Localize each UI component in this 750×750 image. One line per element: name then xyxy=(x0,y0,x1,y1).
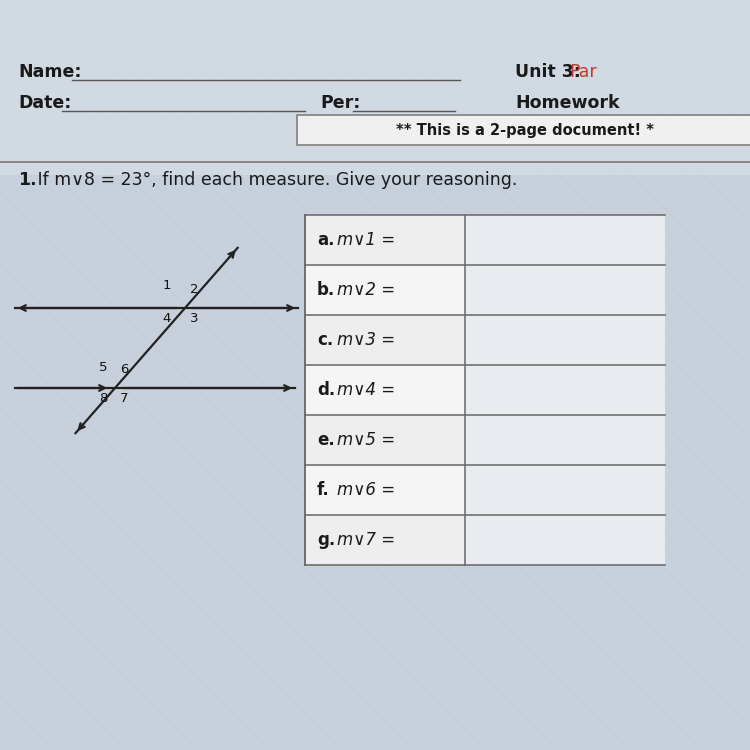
Bar xyxy=(305,265,665,315)
Text: m∨7 =: m∨7 = xyxy=(337,531,395,549)
Bar xyxy=(465,515,665,565)
FancyBboxPatch shape xyxy=(297,115,750,145)
Text: m∨1 =: m∨1 = xyxy=(337,231,395,249)
Bar xyxy=(465,465,665,515)
Text: 6: 6 xyxy=(120,363,128,376)
Bar xyxy=(465,265,665,315)
Text: Par: Par xyxy=(569,63,597,81)
Bar xyxy=(305,415,665,465)
Text: f.: f. xyxy=(317,481,330,499)
Text: b.: b. xyxy=(317,281,335,299)
Text: ** This is a 2-page document! *: ** This is a 2-page document! * xyxy=(396,122,654,137)
Text: m∨4 =: m∨4 = xyxy=(337,381,395,399)
Bar xyxy=(0,0,750,175)
Bar xyxy=(305,465,665,515)
Text: 1.: 1. xyxy=(18,171,37,189)
Text: Date:: Date: xyxy=(18,94,71,112)
Text: 2: 2 xyxy=(190,283,199,296)
Bar xyxy=(465,365,665,415)
Bar xyxy=(305,315,665,365)
Text: d.: d. xyxy=(317,381,335,399)
Text: Homework: Homework xyxy=(515,94,619,112)
Text: 3: 3 xyxy=(190,312,199,325)
Bar xyxy=(305,515,665,565)
Text: m∨5 =: m∨5 = xyxy=(337,431,395,449)
Text: Name:: Name: xyxy=(18,63,82,81)
Text: If m∨8 = 23°, find each measure. Give your reasoning.: If m∨8 = 23°, find each measure. Give yo… xyxy=(32,171,518,189)
Bar xyxy=(305,215,665,265)
Text: m∨3 =: m∨3 = xyxy=(337,331,395,349)
Bar xyxy=(465,215,665,265)
Text: m∨6 =: m∨6 = xyxy=(337,481,395,499)
Bar xyxy=(305,215,665,565)
Text: 4: 4 xyxy=(163,312,171,325)
Text: a.: a. xyxy=(317,231,334,249)
Text: g.: g. xyxy=(317,531,335,549)
Bar xyxy=(465,315,665,365)
Bar xyxy=(465,415,665,465)
Text: Unit 3:: Unit 3: xyxy=(515,63,586,81)
Bar xyxy=(305,365,665,415)
Text: 7: 7 xyxy=(120,392,128,405)
Text: 8: 8 xyxy=(99,392,107,405)
Text: 5: 5 xyxy=(98,361,107,374)
Text: 1: 1 xyxy=(163,279,171,292)
Text: c.: c. xyxy=(317,331,333,349)
Text: m∨2 =: m∨2 = xyxy=(337,281,395,299)
Text: e.: e. xyxy=(317,431,334,449)
Text: Per:: Per: xyxy=(320,94,360,112)
